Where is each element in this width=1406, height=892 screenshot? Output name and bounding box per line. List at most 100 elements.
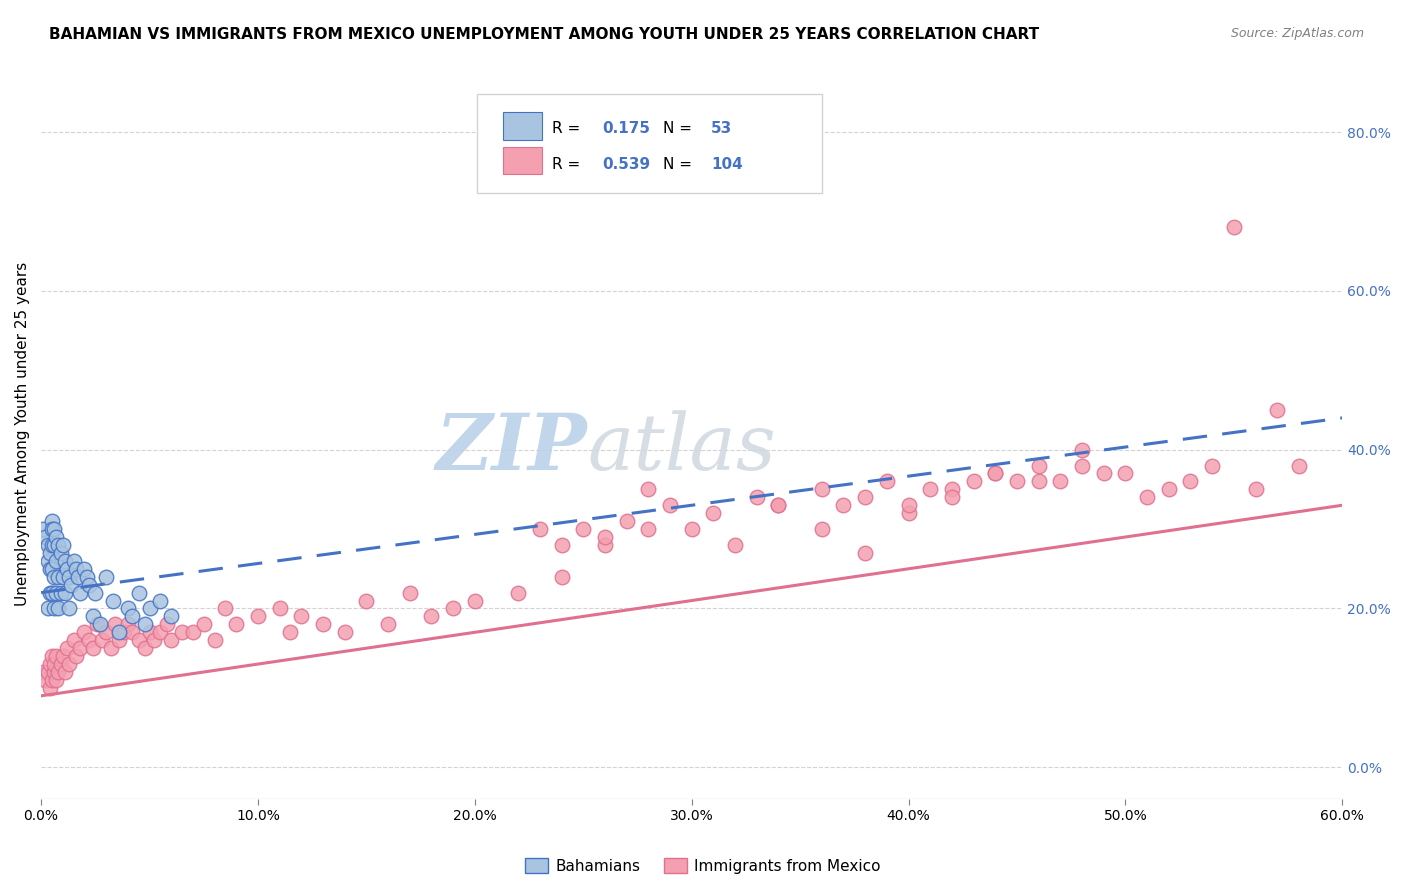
Point <box>128 585 150 599</box>
Point <box>34 673 56 687</box>
Point <box>745 491 768 505</box>
Point <box>920 483 942 497</box>
Point <box>593 538 616 552</box>
Point <box>65 562 87 576</box>
Point <box>121 609 143 624</box>
Point <box>42 657 65 671</box>
Point <box>42 601 65 615</box>
Point <box>702 506 724 520</box>
Point <box>149 593 172 607</box>
Point <box>108 625 131 640</box>
Point <box>58 570 80 584</box>
Point <box>45 585 67 599</box>
Point <box>876 475 898 489</box>
Point <box>84 585 107 599</box>
Point <box>48 538 70 552</box>
Point <box>58 657 80 671</box>
Point <box>100 641 122 656</box>
Point <box>41 514 63 528</box>
Point <box>82 641 104 656</box>
Point <box>42 538 65 552</box>
Point <box>637 483 659 497</box>
Legend: Bahamians, Immigrants from Mexico: Bahamians, Immigrants from Mexico <box>519 852 887 880</box>
Point <box>96 625 118 640</box>
Point <box>38 546 60 560</box>
Point <box>193 617 215 632</box>
Point <box>37 601 59 615</box>
Point <box>134 617 156 632</box>
Y-axis label: Unemployment Among Youth under 25 years: Unemployment Among Youth under 25 years <box>15 261 30 606</box>
Point <box>77 577 100 591</box>
Point <box>1028 475 1050 489</box>
FancyBboxPatch shape <box>503 146 543 175</box>
Point <box>280 625 302 640</box>
Point <box>1071 458 1094 473</box>
Point <box>90 633 112 648</box>
Point <box>62 633 84 648</box>
Point <box>48 601 70 615</box>
Point <box>42 570 65 584</box>
Point <box>62 554 84 568</box>
Point <box>58 601 80 615</box>
Point <box>356 593 378 607</box>
Point <box>1157 483 1180 497</box>
Point <box>290 609 312 624</box>
Point <box>550 570 572 584</box>
Point <box>1180 475 1202 489</box>
Text: Source: ZipAtlas.com: Source: ZipAtlas.com <box>1230 27 1364 40</box>
Point <box>1114 467 1136 481</box>
Point <box>38 657 60 671</box>
Point <box>77 633 100 648</box>
Point <box>34 530 56 544</box>
Text: N =: N = <box>664 121 697 136</box>
Point <box>86 617 108 632</box>
Point <box>724 538 747 552</box>
Point <box>53 554 76 568</box>
Point <box>48 570 70 584</box>
Text: BAHAMIAN VS IMMIGRANTS FROM MEXICO UNEMPLOYMENT AMONG YOUTH UNDER 25 YEARS CORRE: BAHAMIAN VS IMMIGRANTS FROM MEXICO UNEMP… <box>49 27 1039 42</box>
Point <box>60 577 83 591</box>
Point <box>69 641 91 656</box>
Text: atlas: atlas <box>588 410 776 486</box>
Point <box>529 522 551 536</box>
Point <box>89 617 111 632</box>
Point <box>138 625 160 640</box>
Point <box>269 601 291 615</box>
Point <box>464 593 486 607</box>
Point <box>1265 403 1288 417</box>
Text: 53: 53 <box>711 121 733 136</box>
Point <box>37 538 59 552</box>
Point <box>214 601 236 615</box>
Point <box>38 585 60 599</box>
FancyBboxPatch shape <box>503 112 543 140</box>
Point <box>42 522 65 536</box>
Text: R =: R = <box>553 121 585 136</box>
Point <box>37 554 59 568</box>
Point <box>41 585 63 599</box>
Point <box>246 609 269 624</box>
Point <box>572 522 595 536</box>
Point <box>593 530 616 544</box>
Point <box>117 601 139 615</box>
Point <box>659 498 682 512</box>
Point <box>41 649 63 664</box>
Point <box>73 562 96 576</box>
Point <box>550 538 572 552</box>
Point <box>41 562 63 576</box>
Text: 104: 104 <box>711 158 742 172</box>
Point <box>897 506 920 520</box>
Point <box>56 562 79 576</box>
Point <box>38 681 60 695</box>
Point <box>73 625 96 640</box>
Point <box>637 522 659 536</box>
Point <box>138 601 160 615</box>
Point <box>134 641 156 656</box>
Point <box>1049 475 1071 489</box>
Point <box>984 467 1007 481</box>
Point <box>853 546 876 560</box>
Point <box>49 585 72 599</box>
Point <box>32 665 55 679</box>
Point <box>49 657 72 671</box>
Point <box>832 498 855 512</box>
Point <box>66 570 89 584</box>
